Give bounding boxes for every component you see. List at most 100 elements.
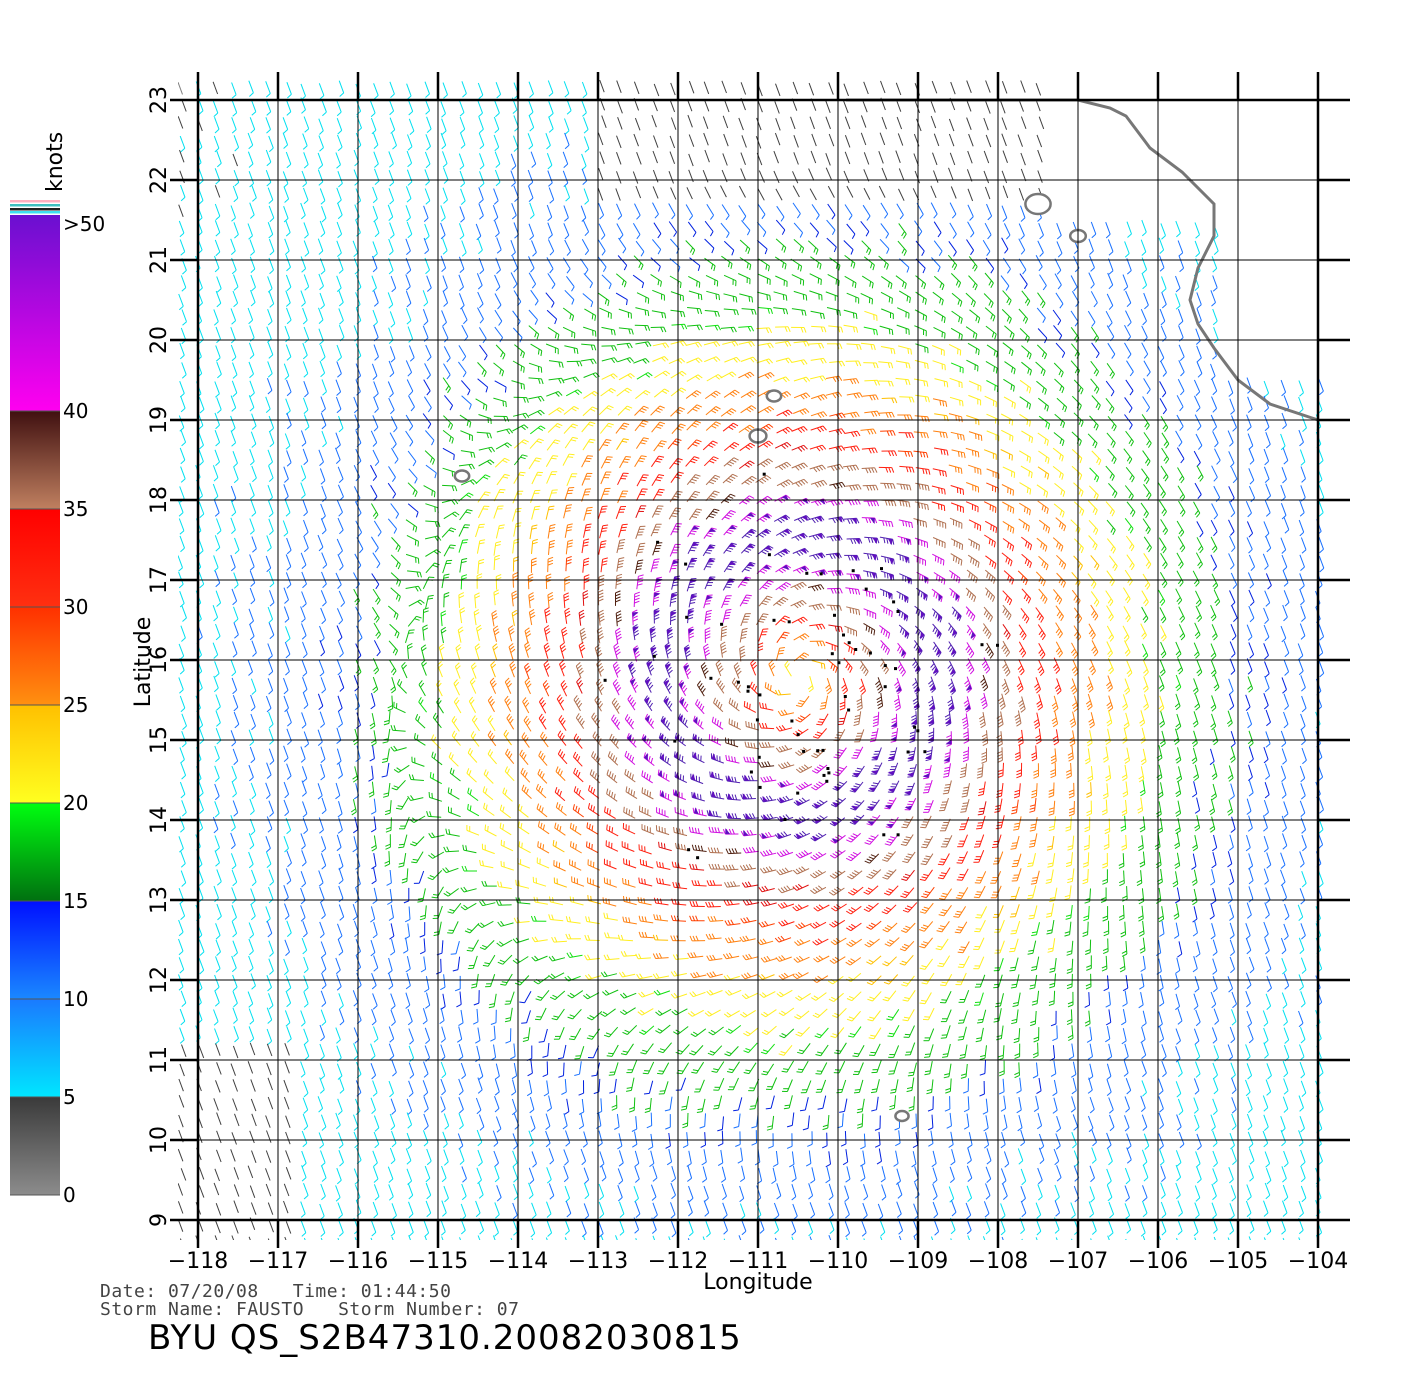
wind-barb — [284, 325, 290, 339]
wind-barb-feather — [691, 547, 697, 549]
wind-barb-feather — [838, 552, 842, 558]
wind-barb-feather — [731, 542, 737, 545]
wind-barb-feather — [781, 585, 787, 590]
wind-barb — [321, 571, 327, 585]
wind-barb — [1210, 554, 1218, 567]
wind-barb-feather — [838, 482, 843, 488]
wind-barb — [372, 415, 379, 428]
wind-barb-feather — [874, 447, 878, 454]
wind-barb-feather — [1058, 544, 1062, 550]
wind-barb — [214, 381, 220, 394]
wind-barb-feather — [715, 406, 721, 410]
wind-barb — [1299, 588, 1305, 602]
wind-barb-feather — [1123, 286, 1129, 291]
wind-barb — [512, 491, 519, 504]
wind-barb — [933, 310, 946, 319]
wind-barb — [616, 203, 623, 216]
wind-barb — [1283, 590, 1290, 603]
wind-barb — [704, 149, 710, 163]
wind-barb — [652, 342, 666, 347]
wind-barb-feather — [1042, 387, 1045, 393]
wind-barb-feather — [626, 405, 633, 409]
wind-barb-feather — [623, 281, 627, 288]
wind-barb-feather — [1283, 582, 1289, 587]
wind-barb-feather — [765, 359, 771, 365]
wind-barb-feather — [952, 233, 957, 239]
wind-barb-feather — [815, 534, 820, 540]
wind-barb — [233, 222, 239, 235]
wind-barbs — [178, 80, 1325, 1240]
wind-barb-feather — [744, 463, 750, 468]
wind-barb-feather — [1128, 493, 1132, 499]
wind-barb-feather — [893, 348, 896, 355]
wind-barb — [1175, 220, 1181, 234]
wind-barb-feather — [817, 343, 822, 349]
wind-barb — [373, 520, 382, 533]
wind-barb — [180, 625, 186, 639]
wind-barb — [740, 82, 747, 95]
wind-barb — [230, 205, 236, 218]
wind-barb-feather — [198, 550, 204, 555]
wind-barb-feather — [804, 408, 810, 413]
wind-barb — [528, 409, 541, 417]
wind-barb-feather — [781, 444, 786, 450]
wind-barb-feather — [1281, 515, 1287, 520]
wind-barb — [232, 185, 239, 199]
wind-barb-feather — [725, 586, 731, 588]
wind-barb-feather — [426, 128, 432, 133]
wind-barb — [318, 307, 324, 321]
wind-barb — [828, 428, 842, 433]
wind-barb-feather — [1092, 613, 1097, 619]
wind-barb-feather — [180, 478, 186, 483]
wind-barb-feather — [935, 593, 938, 599]
wind-barb — [373, 381, 379, 394]
wind-barb — [1019, 273, 1028, 285]
wind-barb — [321, 379, 327, 392]
wind-barb-feather — [537, 396, 542, 402]
wind-barb-feather — [848, 215, 853, 221]
wind-barb-feather — [1127, 578, 1132, 584]
wind-barb-feather — [832, 553, 836, 559]
wind-barb — [706, 290, 720, 296]
wind-barb-feather — [1318, 460, 1324, 465]
wind-barb-feather — [769, 406, 775, 411]
wind-barb-feather — [284, 375, 290, 380]
wind-barb — [563, 595, 566, 609]
wind-barb — [390, 554, 401, 565]
wind-barb-feather — [714, 325, 719, 331]
wind-barb — [178, 82, 183, 95]
wind-barb — [722, 340, 736, 345]
wind-barb — [650, 455, 660, 468]
wind-barb-feather — [1061, 352, 1066, 358]
wind-barb-feather — [594, 315, 597, 321]
wind-barb-feather — [785, 308, 789, 315]
wind-barb — [1090, 604, 1099, 617]
wind-barb — [1108, 258, 1114, 271]
wind-barb-feather — [511, 182, 516, 187]
wind-barb-feather — [407, 146, 413, 151]
wind-barb — [843, 240, 854, 250]
wind-barb-feather — [180, 196, 186, 202]
wind-barb-feather — [958, 577, 961, 584]
wind-barb — [1228, 519, 1235, 532]
wind-barb-feather — [529, 93, 534, 98]
wind-barb-pennant — [705, 595, 713, 601]
wind-barb-feather — [865, 590, 868, 597]
wind-barb-feather — [872, 428, 877, 435]
wind-barb — [303, 381, 309, 394]
wind-barb — [389, 81, 395, 95]
wind-barb — [458, 274, 464, 288]
wind-barb-feather — [841, 428, 846, 434]
wind-barb-feather — [699, 324, 703, 331]
wind-barb — [214, 500, 220, 513]
wind-barb — [373, 325, 379, 338]
wind-barb — [1090, 591, 1100, 603]
wind-barb-feather — [1006, 612, 1010, 618]
wind-barb — [1283, 395, 1290, 408]
wind-barb — [793, 392, 807, 399]
wind-barb-feather — [563, 595, 570, 599]
wind-barb-feather — [923, 283, 927, 290]
wind-barb-feather — [303, 199, 309, 205]
wind-barb-feather — [1074, 368, 1079, 374]
wind-barb-feather — [319, 285, 324, 291]
